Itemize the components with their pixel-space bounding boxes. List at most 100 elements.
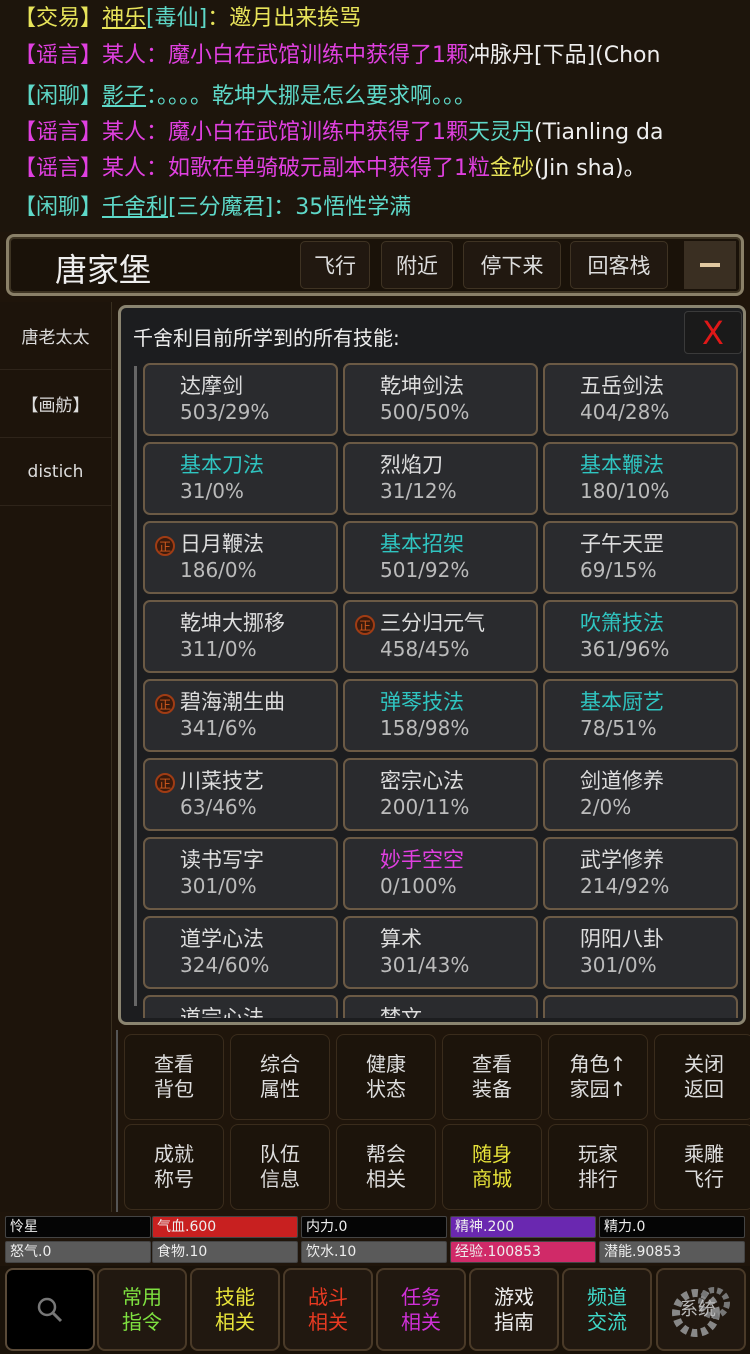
skill-card[interactable]: 烈焰刀 31/12% <box>343 442 538 515</box>
sidebar-item-boat[interactable]: 【画舫】 <box>0 370 111 438</box>
close-button[interactable]: X <box>684 311 742 354</box>
action-button[interactable]: 健康 状态 <box>336 1034 436 1120</box>
action-button[interactable]: 关闭 返回 <box>654 1034 750 1120</box>
action-button[interactable]: 成就 称号 <box>124 1124 224 1210</box>
skill-card[interactable]: 子午天罡 69/15% <box>543 521 738 594</box>
collapse-button[interactable] <box>684 241 736 289</box>
skill-card[interactable]: 武学修养 214/92% <box>543 837 738 910</box>
action-button[interactable]: 队伍 信息 <box>230 1124 330 1210</box>
skill-card[interactable]: 乾坤剑法 500/50% <box>343 363 538 436</box>
action-button[interactable]: 随身 商城 <box>442 1124 542 1210</box>
skill-level: 301/0% <box>580 953 657 977</box>
skill-card[interactable]: 正碧海潮生曲 341/6% <box>143 679 338 752</box>
chat-line: 【谣言】某人：魔小白在武馆训练中获得了1颗天灵丹(Tianling da <box>14 118 663 148</box>
nav-button[interactable]: 常用 指令 <box>97 1268 187 1351</box>
player-name-link[interactable]: 神乐 <box>102 6 147 31</box>
stat-bar: 饮水.10 <box>301 1241 447 1263</box>
skill-card[interactable]: 基本厨艺 78/51% <box>543 679 738 752</box>
player-name-link[interactable]: 影子 <box>102 84 147 109</box>
chat-segment: [三分魔君]：35悟性学满 <box>168 195 412 220</box>
chat-segment: [毒仙] <box>146 6 208 31</box>
skill-card[interactable]: 基本刀法 31/0% <box>143 442 338 515</box>
skill-level: 503/29% <box>180 400 270 424</box>
skill-level: 31/0% <box>180 479 244 503</box>
skill-name: 基本鞭法 <box>580 453 664 477</box>
nearby-button[interactable]: 附近 <box>381 241 453 289</box>
skill-name: 妙手空空 <box>380 848 464 872</box>
skill-level: 180/10% <box>580 479 670 503</box>
action-grid: 查看 背包 综合 属性 健康 状态 查看 装备 角色↑ 家园↑ 关闭 返回成就 称号 队伍 … <box>116 1030 750 1212</box>
action-button[interactable]: 玩家 排行 <box>548 1124 648 1210</box>
stat-bar: 气血.600 <box>152 1216 298 1238</box>
skill-card[interactable]: 梵文 <box>343 995 538 1018</box>
skill-card[interactable]: 乾坤大挪移 311/0% <box>143 600 338 673</box>
sidebar-item-npc[interactable]: 唐老太太 <box>0 302 111 370</box>
chat-segment: 【交易】 <box>14 6 103 31</box>
skill-name: 基本厨艺 <box>580 690 664 714</box>
action-button[interactable]: 乘雕 飞行 <box>654 1124 750 1210</box>
skill-card[interactable]: 基本招架 501/92% <box>343 521 538 594</box>
skill-card[interactable]: 正三分归元气 458/45% <box>343 600 538 673</box>
nav-button[interactable]: 战斗 相关 <box>283 1268 373 1351</box>
skill-card[interactable]: 达摩剑 503/29% <box>143 363 338 436</box>
skill-name: 五岳剑法 <box>580 374 664 398</box>
skill-card[interactable]: 剑道修养 2/0% <box>543 758 738 831</box>
chat-segment: (Jin sha)。 <box>534 156 646 181</box>
skill-name: 乾坤大挪移 <box>180 611 285 635</box>
skill-card[interactable]: 道宗心法 <box>143 995 338 1018</box>
skill-card[interactable]: 密宗心法 200/11% <box>343 758 538 831</box>
bottom-nav: 系统 常用 指令 技能 相关 战斗 相关 任务 相关 游戏 指南 频道 交流 <box>0 1266 750 1354</box>
gear-icon <box>672 1286 730 1337</box>
skill-name: 道学心法 <box>180 927 264 951</box>
settings-button[interactable]: 系统 <box>656 1268 746 1351</box>
action-button[interactable]: 综合 属性 <box>230 1034 330 1120</box>
stop-button[interactable]: 停下来 <box>463 241 561 289</box>
action-button[interactable]: 帮会 相关 <box>336 1124 436 1210</box>
skill-name: 阴阳八卦 <box>580 927 664 951</box>
chat-segment: 【谣言】某人：魔小白在武馆训练中获得了1颗 <box>14 43 468 68</box>
return-inn-button[interactable]: 回客栈 <box>570 241 668 289</box>
chat-log: 【交易】神乐[毒仙]：邀月出来挨骂 【谣言】某人：魔小白在武馆训练中获得了1颗冲脉… <box>0 0 750 232</box>
action-button[interactable]: 角色↑ 家园↑ <box>548 1034 648 1120</box>
skill-card[interactable]: 正日月鞭法 186/0% <box>143 521 338 594</box>
nav-button[interactable]: 游戏 指南 <box>469 1268 559 1351</box>
nav-button[interactable]: 技能 相关 <box>190 1268 280 1351</box>
stat-bar: 精神.200 <box>450 1216 596 1238</box>
search-button[interactable] <box>5 1268 95 1351</box>
sidebar-item-player[interactable]: distich <box>0 438 111 506</box>
scrollbar[interactable] <box>134 366 137 1006</box>
player-name-link[interactable]: 千舍利 <box>102 195 169 220</box>
skill-level: 186/0% <box>180 558 257 582</box>
fly-button[interactable]: 飞行 <box>300 241 370 289</box>
action-button[interactable]: 查看 背包 <box>124 1034 224 1120</box>
skill-name: 道宗心法 <box>180 1006 264 1018</box>
skill-card[interactable]: 道学心法 324/60% <box>143 916 338 989</box>
skill-card[interactable]: 吹箫技法 361/96% <box>543 600 738 673</box>
action-button[interactable]: 查看 装备 <box>442 1034 542 1120</box>
nav-button[interactable]: 频道 交流 <box>562 1268 652 1351</box>
chat-segment: 冲脉丹[下品](Chon <box>468 43 661 68</box>
nav-button[interactable]: 任务 相关 <box>376 1268 466 1351</box>
skill-name: 弹琴技法 <box>380 690 464 714</box>
skill-level: 341/6% <box>180 716 257 740</box>
skill-level: 311/0% <box>180 637 257 661</box>
skill-level: 458/45% <box>380 637 470 661</box>
skill-card[interactable]: 弹琴技法 158/98% <box>343 679 538 752</box>
location-bar: 唐家堡 飞行 附近 停下来 回客栈 <box>6 234 744 296</box>
stat-bar: 内力.0 <box>301 1216 447 1238</box>
sidebar: 唐老太太 【画舫】 distich <box>0 302 112 1212</box>
skill-card[interactable]: 正川菜技艺 63/46% <box>143 758 338 831</box>
chat-segment: 【闲聊】 <box>14 84 103 109</box>
skill-card[interactable]: 基本鞭法 180/10% <box>543 442 738 515</box>
skill-card[interactable]: 五岳剑法 404/28% <box>543 363 738 436</box>
stat-bar: 怜星 <box>5 1216 151 1238</box>
skill-card[interactable]: 阴阳八卦 301/0% <box>543 916 738 989</box>
skill-card[interactable]: 妙手空空 0/100% <box>343 837 538 910</box>
skill-card[interactable] <box>543 995 738 1018</box>
skill-name: 子午天罡 <box>580 532 664 556</box>
skill-card[interactable]: 算术 301/43% <box>343 916 538 989</box>
stat-bar: 潜能.90853 <box>599 1241 745 1263</box>
skill-card[interactable]: 读书写字 301/0% <box>143 837 338 910</box>
skill-level: 500/50% <box>380 400 470 424</box>
skill-name: 武学修养 <box>580 848 664 872</box>
